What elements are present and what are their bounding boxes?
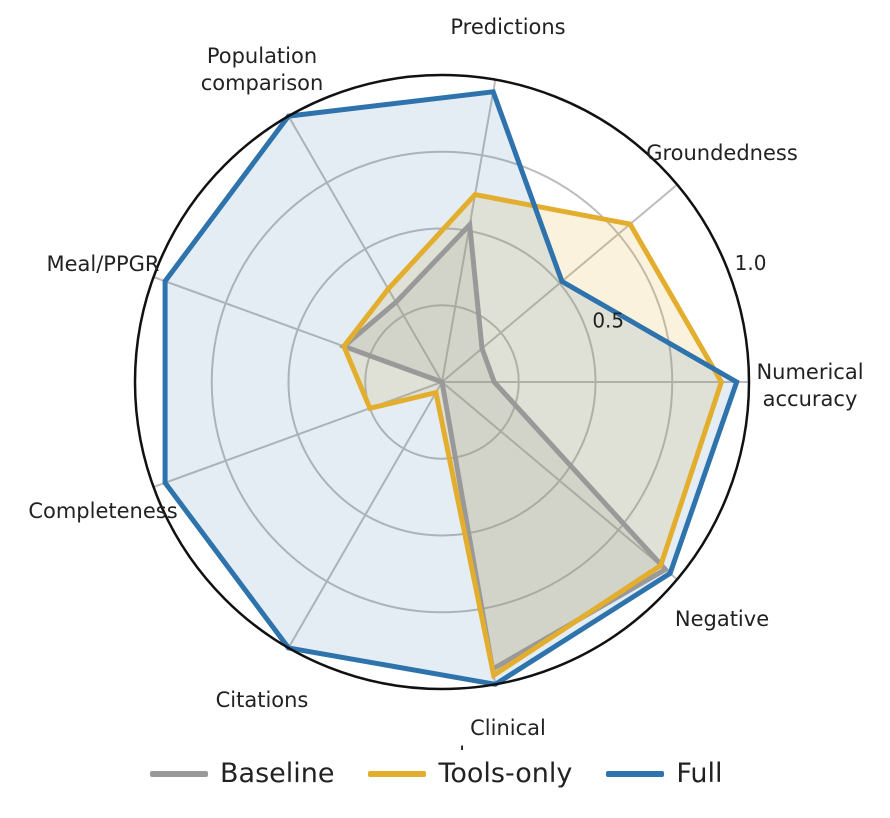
axis-label-predictions: Predictions: [450, 15, 565, 39]
radar-outer-circle: [133, 73, 751, 691]
legend: Baseline Tools-only Full: [150, 758, 723, 789]
radar-tick-labels: 0.5 1.0: [592, 251, 766, 333]
legend-swatch-tools-only: [368, 770, 427, 777]
legend-label-baseline: Baseline: [220, 758, 335, 789]
axis-label-numerical-accuracy: Numerical accuracy: [756, 360, 863, 411]
legend-swatch-baseline: [150, 770, 208, 777]
tick-label-1-0: 1.0: [735, 251, 767, 275]
axis-label-groundedness: Groundedness: [646, 141, 798, 165]
radar-chart: Numerical accuracy Groundedness Predictions…: [28, 15, 863, 750]
series-fill-full: [165, 91, 737, 685]
legend-swatch-full: [606, 770, 665, 777]
tick-label-0-5: 0.5: [592, 308, 624, 332]
axis-label-completeness: Completeness: [28, 499, 177, 523]
legend-item-tools-only: Tools-only: [368, 758, 572, 789]
spoke-completeness: [153, 381, 443, 488]
axis-label-clinical-language: Clinicallanguage: [459, 716, 557, 750]
legend-label-tools-only: Tools-only: [438, 758, 573, 789]
series-fill-baseline: [343, 224, 666, 670]
axis-label-negative: Negative: [675, 607, 769, 631]
radar-axis-labels: Numerical accuracy Groundedness Predictions…: [28, 15, 863, 750]
axis-label-meal-ppgr: Meal/PPGR: [46, 252, 159, 276]
legend-label-full: Full: [676, 758, 723, 789]
legend-item-full: Full: [606, 758, 723, 789]
spoke-population-comparison: [287, 115, 443, 383]
spoke-citations: [287, 381, 443, 649]
series-line-full: [162, 89, 740, 687]
series-fill-tools-only: [343, 194, 722, 676]
radar-series: [162, 89, 740, 687]
axis-label-population-comparison: Population comparison: [201, 44, 324, 95]
legend-item-baseline: Baseline: [150, 758, 334, 789]
axis-label-citations: Citations: [216, 688, 309, 712]
series-line-tools-only: [341, 191, 725, 680]
spoke-negative: [441, 381, 678, 581]
